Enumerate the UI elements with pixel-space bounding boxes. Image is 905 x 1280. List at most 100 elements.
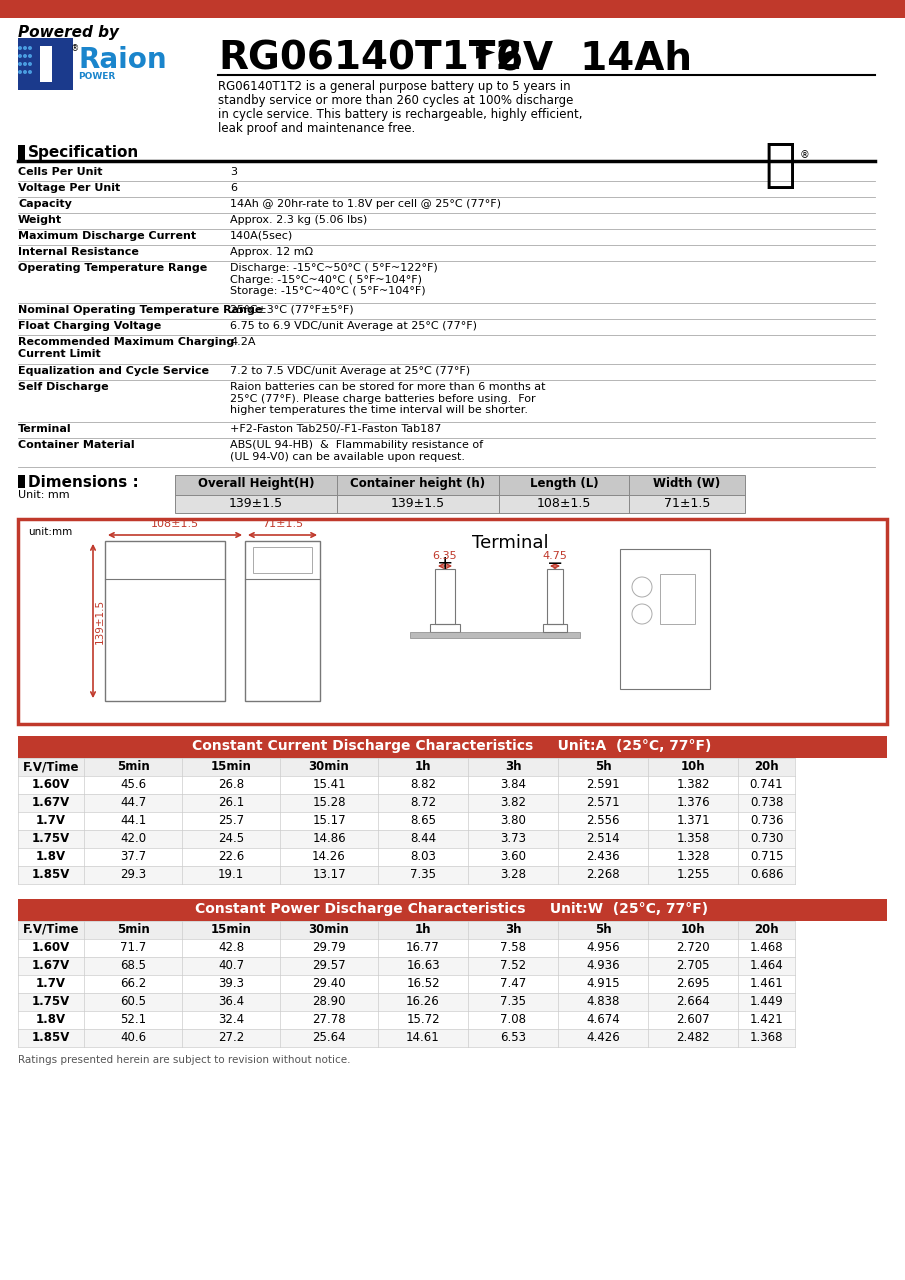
Text: Overall Height(H): Overall Height(H) xyxy=(198,477,314,490)
Text: POWER: POWER xyxy=(78,72,115,81)
Bar xyxy=(430,623,460,632)
Text: ABS(UL 94-HB)  &  Flammability resistance of
(UL 94-V0) can be available upon re: ABS(UL 94-HB) & Flammability resistance … xyxy=(230,440,483,462)
Circle shape xyxy=(23,54,27,58)
Text: standby service or more than 260 cycles at 100% discharge: standby service or more than 260 cycles … xyxy=(218,93,574,108)
Text: 71.7: 71.7 xyxy=(119,941,146,954)
Bar xyxy=(410,632,580,637)
Text: 1.421: 1.421 xyxy=(749,1012,784,1027)
Bar xyxy=(18,1011,795,1029)
Text: 7.47: 7.47 xyxy=(500,977,526,989)
Text: 68.5: 68.5 xyxy=(120,959,146,972)
Text: 1.67V: 1.67V xyxy=(32,959,70,972)
Text: 8.03: 8.03 xyxy=(410,850,436,863)
Bar xyxy=(18,867,795,884)
Text: 0.730: 0.730 xyxy=(750,832,783,845)
Text: 1.75V: 1.75V xyxy=(32,832,70,845)
Text: 20h: 20h xyxy=(754,923,779,936)
Text: 2.695: 2.695 xyxy=(676,977,710,989)
Bar xyxy=(253,547,312,573)
Bar xyxy=(620,549,710,689)
Text: Constant Power Discharge Characteristics     Unit:W  (25°C, 77°F): Constant Power Discharge Characteristics… xyxy=(195,902,709,916)
Text: 1.60V: 1.60V xyxy=(32,941,70,954)
Text: 15.72: 15.72 xyxy=(406,1012,440,1027)
Text: Recommended Maximum Charging
Current Limit: Recommended Maximum Charging Current Lim… xyxy=(18,337,234,358)
Text: 27.78: 27.78 xyxy=(312,1012,346,1027)
Bar xyxy=(175,475,745,495)
Text: 15.41: 15.41 xyxy=(312,778,346,791)
Text: Container height (h): Container height (h) xyxy=(350,477,486,490)
Text: 8.82: 8.82 xyxy=(410,778,436,791)
Text: Ⓤ: Ⓤ xyxy=(764,140,795,191)
Text: 3.28: 3.28 xyxy=(500,868,526,881)
Text: 42.0: 42.0 xyxy=(120,832,146,845)
Text: Nominal Operating Temperature Range: Nominal Operating Temperature Range xyxy=(18,305,262,315)
Text: 2.571: 2.571 xyxy=(586,796,620,809)
Bar xyxy=(18,812,795,829)
Text: 1.371: 1.371 xyxy=(676,814,710,827)
Text: 2.607: 2.607 xyxy=(676,1012,710,1027)
Bar xyxy=(18,829,795,847)
Text: −: − xyxy=(547,554,563,573)
Text: +: + xyxy=(437,554,453,573)
Bar xyxy=(18,1029,795,1047)
Text: Powered by: Powered by xyxy=(18,26,119,40)
Text: 4.838: 4.838 xyxy=(586,995,620,1009)
Text: 7.08: 7.08 xyxy=(500,1012,526,1027)
Text: 4.956: 4.956 xyxy=(586,941,620,954)
Text: 15min: 15min xyxy=(211,760,252,773)
Text: 52.1: 52.1 xyxy=(120,1012,146,1027)
Text: Equalization and Cycle Service: Equalization and Cycle Service xyxy=(18,366,209,376)
Text: Constant Current Discharge Characteristics     Unit:A  (25°C, 77°F): Constant Current Discharge Characteristi… xyxy=(193,739,711,753)
Text: Internal Resistance: Internal Resistance xyxy=(18,247,138,257)
Text: 71±1.5: 71±1.5 xyxy=(262,518,303,529)
Text: 2.514: 2.514 xyxy=(586,832,620,845)
Text: 13.17: 13.17 xyxy=(312,868,346,881)
Bar xyxy=(18,145,25,160)
Text: 1.60V: 1.60V xyxy=(32,778,70,791)
Text: Float Charging Voltage: Float Charging Voltage xyxy=(18,321,161,332)
Text: 2.591: 2.591 xyxy=(586,778,620,791)
Circle shape xyxy=(28,46,32,50)
Text: 5min: 5min xyxy=(117,760,149,773)
Bar xyxy=(105,541,225,701)
Text: 29.57: 29.57 xyxy=(312,959,346,972)
Bar xyxy=(18,957,795,975)
Text: +F2-Faston Tab250/-F1-Faston Tab187: +F2-Faston Tab250/-F1-Faston Tab187 xyxy=(230,424,442,434)
Text: 108±1.5: 108±1.5 xyxy=(151,518,199,529)
Bar xyxy=(18,776,795,794)
Text: 1.368: 1.368 xyxy=(749,1030,783,1044)
Bar xyxy=(18,518,887,724)
Text: 29.40: 29.40 xyxy=(312,977,346,989)
Text: 3h: 3h xyxy=(505,923,521,936)
Text: 1.464: 1.464 xyxy=(749,959,784,972)
Bar xyxy=(0,0,905,18)
Text: 26.1: 26.1 xyxy=(218,796,244,809)
Bar xyxy=(18,794,795,812)
Text: 8.44: 8.44 xyxy=(410,832,436,845)
Bar xyxy=(547,570,563,623)
Bar xyxy=(18,899,887,922)
Text: 37.7: 37.7 xyxy=(120,850,146,863)
Circle shape xyxy=(28,70,32,74)
Text: Voltage Per Unit: Voltage Per Unit xyxy=(18,183,120,193)
Text: 2.705: 2.705 xyxy=(676,959,710,972)
Text: Specification: Specification xyxy=(28,145,139,160)
Text: 5h: 5h xyxy=(595,923,611,936)
Text: 14.86: 14.86 xyxy=(312,832,346,845)
Text: Container Material: Container Material xyxy=(18,440,135,451)
Text: 28.90: 28.90 xyxy=(312,995,346,1009)
Text: 29.79: 29.79 xyxy=(312,941,346,954)
Text: Approx. 2.3 kg (5.06 lbs): Approx. 2.3 kg (5.06 lbs) xyxy=(230,215,367,225)
Text: 2.482: 2.482 xyxy=(676,1030,710,1044)
Text: 44.1: 44.1 xyxy=(119,814,146,827)
Bar xyxy=(543,623,567,632)
Circle shape xyxy=(18,61,22,67)
Text: leak proof and maintenance free.: leak proof and maintenance free. xyxy=(218,122,415,134)
Text: Discharge: -15°C~50°C ( 5°F~122°F)
Charge: -15°C~40°C ( 5°F~104°F)
Storage: -15°: Discharge: -15°C~50°C ( 5°F~122°F) Charg… xyxy=(230,262,438,296)
Text: 15.28: 15.28 xyxy=(312,796,346,809)
Text: 4.75: 4.75 xyxy=(543,550,567,561)
Text: 10h: 10h xyxy=(681,923,705,936)
Text: 4.936: 4.936 xyxy=(586,959,620,972)
Text: 40.6: 40.6 xyxy=(120,1030,146,1044)
Text: 25.64: 25.64 xyxy=(312,1030,346,1044)
